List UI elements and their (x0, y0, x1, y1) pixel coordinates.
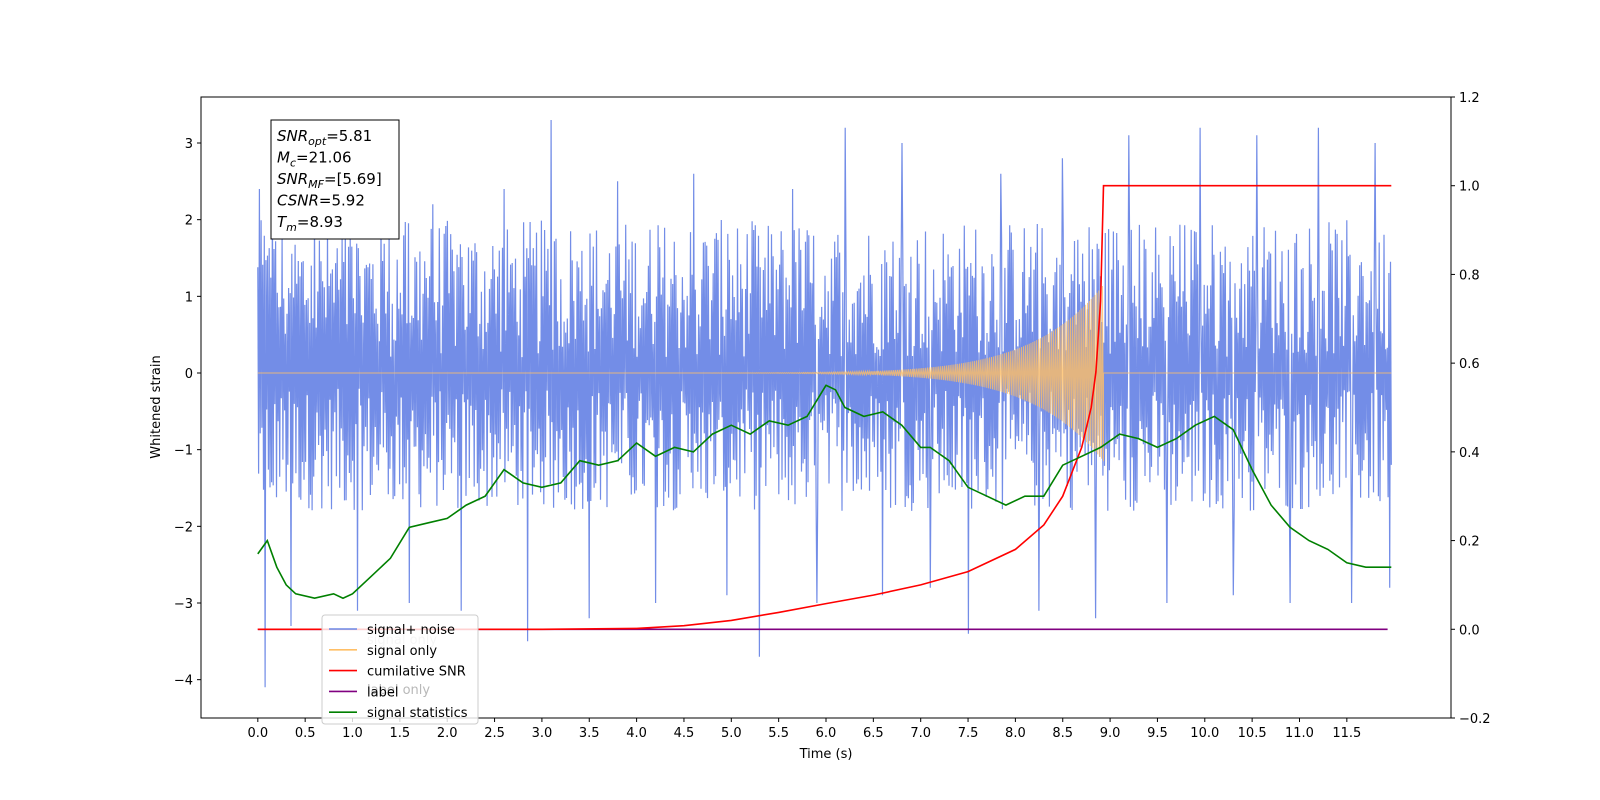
x-tick-label: 0.0 (247, 726, 268, 741)
y2-tick-label: 1.0 (1459, 180, 1480, 195)
y-axis-label: Whitened strain (149, 355, 164, 458)
annotation-line: CSNR=5.92 (277, 192, 365, 210)
legend-label: cumilative SNR (367, 665, 466, 680)
annotation-line: Mc=21.06 (277, 149, 352, 170)
x-tick-label: 7.5 (958, 726, 979, 741)
x-axis: 0.0 0.5 1.0 1.5 2.0 2.5 3.0 3.5 4.0 4.5 5.0 5.5 6.0 6… (247, 718, 1361, 741)
annotation-symbol: SNR (277, 127, 308, 145)
y-tick-label: −4 (174, 674, 193, 689)
y-tick-label: −1 (174, 444, 193, 459)
annotation-subscript: c (290, 157, 296, 170)
x-tick-label: 6.5 (863, 726, 884, 741)
y2-tick-label: 1.2 (1459, 91, 1480, 106)
y-tick-label: 0 (185, 367, 193, 382)
y2-tick-label: 0.2 (1459, 535, 1480, 550)
annotation-symbol: M (277, 149, 290, 167)
annotation-subscript: MF (308, 178, 324, 191)
annotation-box: SNRopt=5.81Mc=21.06SNRMF=[5.69]CSNR=5.92… (270, 119, 400, 240)
y2-tick-label: 0.4 (1459, 446, 1480, 461)
y-tick-label: 1 (185, 290, 193, 305)
legend-label: signal only (367, 644, 437, 659)
x-tick-label: 3.5 (579, 726, 600, 741)
legend-ghost-label: label only (367, 683, 430, 698)
y-axis-right: 1.2 1.0 0.8 0.6 0.4 0.2 0.0 −0.2 (1451, 91, 1491, 727)
legend-label: signal+ noise (367, 623, 455, 638)
y2-tick-label: 0.0 (1459, 623, 1480, 638)
x-tick-label: 2.5 (484, 726, 505, 741)
annotation-line: SNRMF=[5.69] (277, 170, 382, 191)
x-tick-label: 9.0 (1100, 726, 1121, 741)
x-tick-label: 4.0 (626, 726, 647, 741)
x-tick-label: 1.0 (342, 726, 363, 741)
y-tick-label: 2 (185, 214, 193, 229)
x-tick-label: 7.0 (910, 726, 931, 741)
annotation-value: =[5.69] (324, 170, 382, 188)
annotation-value: =5.81 (326, 127, 372, 145)
x-tick-label: 10.5 (1238, 726, 1267, 741)
y-tick-label: −2 (174, 520, 193, 535)
annotation-value: =8.93 (297, 213, 343, 231)
y-tick-label: 3 (185, 137, 193, 152)
y2-tick-label: −0.2 (1459, 712, 1491, 727)
annotation-frame (270, 119, 400, 240)
x-tick-label: 5.0 (721, 726, 742, 741)
x-tick-label: 11.0 (1285, 726, 1314, 741)
legend: signal only label only signal+ noise signal… (321, 614, 479, 725)
y-tick-label: −3 (174, 597, 193, 612)
annotation-symbol: T (277, 213, 288, 231)
x-tick-label: 3.0 (532, 726, 553, 741)
series-signal-only (257, 285, 1392, 462)
annotation-subscript: m (286, 221, 297, 234)
x-tick-label: 8.0 (1005, 726, 1026, 741)
series-signal-statistics (257, 384, 1392, 600)
annotation-value: =21.06 (296, 149, 352, 167)
legend-label: label (367, 685, 398, 700)
x-tick-label: 5.5 (768, 726, 789, 741)
series-signal-noise (257, 119, 1392, 688)
annotation-line: SNRopt=5.81 (277, 127, 372, 148)
annotation-symbol: CSNR (277, 192, 319, 210)
y2-tick-label: 0.6 (1459, 357, 1480, 372)
x-tick-label: 10.0 (1190, 726, 1219, 741)
legend-frame (321, 614, 479, 725)
annotation-symbol: SNR (277, 170, 308, 188)
y-axis-left: 3 2 1 0 −1 −2 −3 −4 (174, 137, 201, 689)
x-tick-label: 9.5 (1147, 726, 1168, 741)
x-tick-label: 1.5 (390, 726, 411, 741)
x-axis-label: Time (s) (799, 747, 853, 762)
annotation-line: Tm=8.93 (277, 213, 343, 234)
legend-label: signal statistics (367, 706, 468, 721)
x-tick-label: 0.5 (295, 726, 316, 741)
x-tick-label: 11.5 (1332, 726, 1361, 741)
annotation-subscript: opt (308, 135, 327, 148)
x-tick-label: 6.0 (816, 726, 837, 741)
x-tick-label: 2.0 (437, 726, 458, 741)
x-tick-label: 8.5 (1052, 726, 1073, 741)
annotation-value: =5.92 (319, 192, 365, 210)
x-tick-label: 4.5 (674, 726, 695, 741)
y2-tick-label: 0.8 (1459, 268, 1480, 283)
series-cumulative-snr (257, 184, 1392, 631)
